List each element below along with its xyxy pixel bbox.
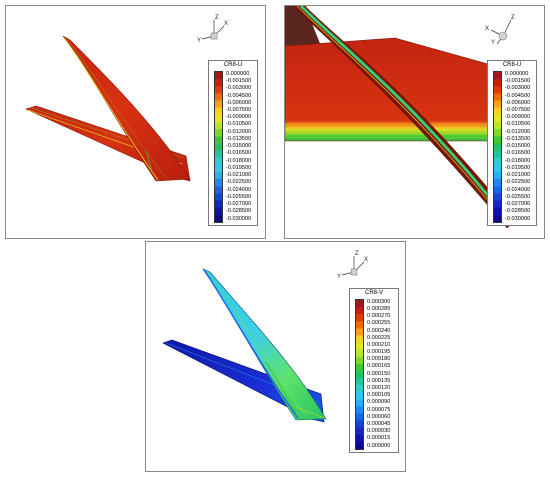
legend-tick-label: 0.000045 <box>367 420 391 427</box>
legend-tick-label: -0.022500 <box>226 179 252 186</box>
wing-render-c <box>162 268 327 423</box>
legend-tick-label: -0.006000 <box>226 99 252 106</box>
color-legend-a: CR8-U 0.000000 -0.001500 -0.003000 -0.00450… <box>208 60 258 226</box>
legend-tick-label: -0.001500 <box>226 78 252 85</box>
legend-tick-label: -0.001500 <box>505 78 531 85</box>
wing-render-b <box>285 6 516 229</box>
legend-tick-label: -0.016500 <box>226 150 252 157</box>
legend-tick-label: -0.015000 <box>226 143 252 150</box>
legend-tick-label: -0.007500 <box>505 106 531 113</box>
color-legend-c: CR8-V 0.000300 0.000285 0.000270 0.000255 0.… <box>349 288 399 453</box>
legend-tick-label: 0.000075 <box>367 406 391 413</box>
legend-tick-label: 0.000225 <box>367 334 391 341</box>
lower-surface <box>285 37 516 142</box>
legend-tick-label: 0.000015 <box>367 435 391 442</box>
legend-tick-label: -0.004500 <box>505 92 531 99</box>
legend-tick-label: 0.000060 <box>367 413 391 420</box>
legend-tick-label: 0.000150 <box>367 370 391 377</box>
contour-panel-a: Z X Y CR8-U 0.000000 -0.001500 -0.003000 -0… <box>5 5 266 239</box>
legend-ticks: 0.000300 0.000285 0.000270 0.000255 0.000240… <box>367 299 397 450</box>
legend-tick-label: 0.000105 <box>367 392 391 399</box>
legend-colorbar <box>493 71 502 223</box>
legend-tick-label: -0.009000 <box>505 114 531 121</box>
legend-tick-label: 0.000000 <box>226 70 250 77</box>
legend-title: CR8-V <box>364 290 383 296</box>
legend-tick-label: -0.018000 <box>226 157 252 164</box>
legend-tick-label: 0.000180 <box>367 356 391 363</box>
legend-tick-label: -0.027000 <box>226 201 252 208</box>
legend-tick-label: -0.024000 <box>226 186 252 193</box>
legend-title: CR8-U <box>223 62 243 68</box>
legend-tick-label: 0.000090 <box>367 399 391 406</box>
axis-x-label: X <box>224 21 228 27</box>
legend-tick-label: -0.009000 <box>226 114 252 121</box>
legend-tick-label: 0.000240 <box>367 327 391 334</box>
legend-tick-label: 0.000285 <box>367 305 391 312</box>
legend-tick-label: -0.027000 <box>505 201 531 208</box>
legend-tick-label: -0.004500 <box>226 92 252 99</box>
axis-z-label: Z <box>215 15 219 21</box>
legend-tick-label: -0.006000 <box>505 99 531 106</box>
legend-tick-label: 0.000300 <box>367 298 391 305</box>
contour-panel-c: Z X Y CR8-V 0.000300 0.000285 0.000270 0.00… <box>145 241 406 472</box>
lower-blade <box>162 339 325 423</box>
legend-tick-label: -0.018000 <box>505 157 531 164</box>
legend-tick-label: -0.019500 <box>505 164 531 171</box>
legend-colorbar <box>355 299 364 450</box>
axis-triad-a: Z X Y <box>197 15 228 44</box>
legend-tick-label: -0.003000 <box>505 85 531 92</box>
legend-tick-label: 0.000000 <box>505 70 529 77</box>
legend-tick-label: -0.022500 <box>505 179 531 186</box>
upper-blade <box>62 35 191 182</box>
legend-tick-label: -0.028500 <box>505 208 531 215</box>
legend-tick-label: 0.000195 <box>367 349 391 356</box>
legend-tick-label: -0.021000 <box>505 172 531 179</box>
legend-tick-label: -0.003000 <box>226 85 252 92</box>
legend-tick-label: -0.007500 <box>226 106 252 113</box>
axis-z-label: Z <box>511 15 515 21</box>
axis-triad-c: Z X Y <box>337 251 368 280</box>
axis-x-label: X <box>485 26 489 32</box>
legend-tick-label: 0.000270 <box>367 313 391 320</box>
legend-tick-label: 0.000030 <box>367 428 391 435</box>
legend-tick-label: -0.028500 <box>226 208 252 215</box>
legend-title: CR8-U <box>502 62 522 68</box>
axis-y-label: Y <box>197 38 201 44</box>
legend-colorbar <box>214 71 223 223</box>
axis-triad-b: Z X Y <box>485 15 515 46</box>
legend-tick-label: -0.012000 <box>226 128 252 135</box>
axis-z-label: Z <box>355 251 359 257</box>
blade-edge <box>292 6 516 229</box>
legend-tick-label: 0.000255 <box>367 320 391 327</box>
axis-y-label: Y <box>337 274 341 280</box>
legend-tick-label: -0.024000 <box>505 186 531 193</box>
legend-tick-label: -0.025500 <box>226 193 252 200</box>
legend-tick-label: -0.019500 <box>226 164 252 171</box>
legend-tick-label: -0.010500 <box>505 121 531 128</box>
legend-tick-label: 0.000120 <box>367 385 391 392</box>
legend-tick-label: -0.030000 <box>505 215 531 222</box>
legend-tick-label: -0.010500 <box>226 121 252 128</box>
legend-ticks: 0.000000 -0.001500 -0.003000 -0.004500 -0.00… <box>505 71 535 223</box>
legend-tick-label: -0.013500 <box>505 135 531 142</box>
legend-tick-label: -0.025500 <box>505 193 531 200</box>
legend-ticks: 0.000000 -0.001500 -0.003000 -0.004500 -0.00… <box>226 71 256 223</box>
color-legend-b: CR8-U 0.000000 -0.001500 -0.003000 -0.00450… <box>487 60 537 226</box>
legend-tick-label: 0.000000 <box>367 442 391 449</box>
legend-tick-label: -0.016500 <box>505 150 531 157</box>
legend-tick-label: -0.030000 <box>226 215 252 222</box>
legend-tick-label: -0.012000 <box>505 128 531 135</box>
legend-tick-label: 0.000135 <box>367 377 391 384</box>
wing-render-a <box>25 35 191 182</box>
legend-tick-label: 0.000165 <box>367 363 391 370</box>
legend-tick-label: -0.015000 <box>505 143 531 150</box>
contour-panel-b: Z X Y CR8-U 0.000000 -0.001500 -0.003000 -0… <box>284 5 545 239</box>
legend-tick-label: -0.013500 <box>226 135 252 142</box>
axis-x-label: X <box>364 257 368 263</box>
legend-tick-label: 0.000210 <box>367 341 391 348</box>
legend-tick-label: -0.021000 <box>226 172 252 179</box>
axis-y-label: Y <box>491 40 495 46</box>
